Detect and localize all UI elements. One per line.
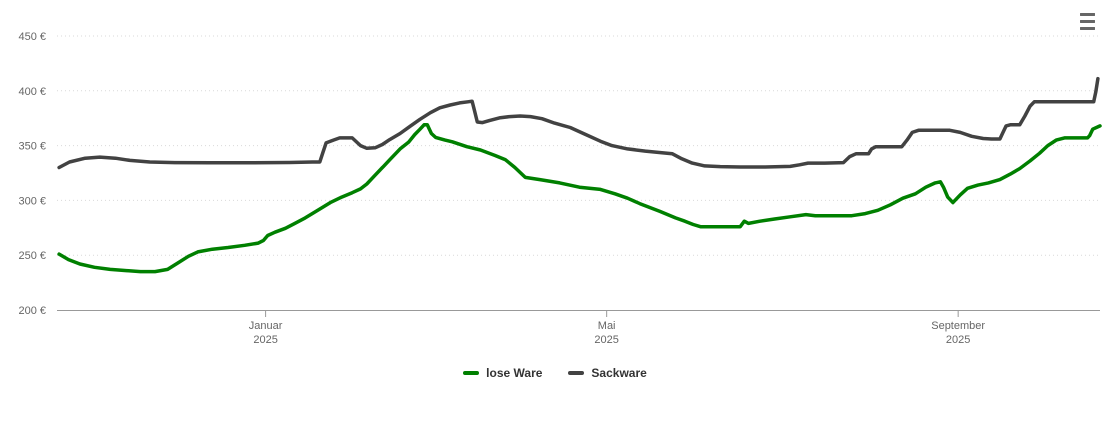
hamburger-icon — [1080, 19, 1095, 24]
y-axis-tick-label: 450 € — [18, 31, 46, 43]
chart-context-menu-button[interactable] — [1080, 13, 1096, 30]
legend-label-lose-ware: lose Ware — [486, 366, 543, 380]
legend-label-sackware: Sackware — [591, 366, 647, 380]
hamburger-icon — [1080, 26, 1095, 30]
legend-item-lose-ware[interactable]: lose Ware — [463, 366, 542, 380]
x-axis-month-label: September — [931, 320, 985, 332]
y-axis-tick-label: 350 € — [18, 141, 46, 153]
hamburger-icon — [1080, 13, 1095, 17]
sackware-line-marker-icon — [568, 371, 585, 375]
x-axis-year-label: 2025 — [253, 334, 277, 346]
x-axis-year-label: 2025 — [946, 334, 970, 346]
legend-item-sackware[interactable]: Sackware — [568, 366, 647, 380]
sackware-line[interactable] — [57, 76, 1100, 170]
legend: lose Ware Sackware — [0, 362, 1110, 384]
lose-ware-line-marker-icon — [463, 371, 480, 375]
y-axis-tick-label: 250 € — [18, 250, 46, 262]
x-axis-month-label: Mai — [598, 320, 616, 332]
y-axis-tick-label: 300 € — [18, 195, 46, 207]
y-axis-tick-label: 200 € — [18, 305, 46, 317]
x-axis-month-label: Januar — [249, 320, 283, 332]
lose-ware-line[interactable] — [57, 123, 1102, 274]
y-axis-tick-label: 400 € — [18, 86, 46, 98]
x-axis-year-label: 2025 — [594, 334, 618, 346]
